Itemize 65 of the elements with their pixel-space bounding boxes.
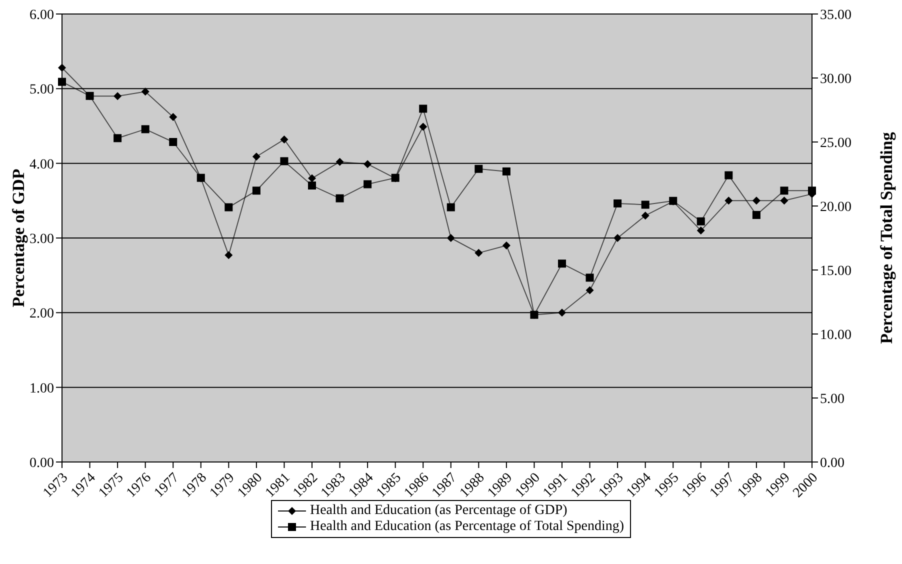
point: [364, 180, 372, 188]
point: [280, 157, 288, 166]
point: [224, 203, 233, 212]
y-axis-title: Percentage of GDP: [9, 168, 28, 308]
point: [58, 78, 66, 86]
point: [336, 158, 344, 166]
point: [58, 64, 66, 72]
point: [502, 241, 510, 250]
point: [252, 186, 260, 195]
point: [280, 135, 288, 144]
legend-label: Health and Education (as Percentage of GDP): [310, 503, 568, 519]
y2-tick-label: 0.00: [820, 456, 844, 471]
point: [446, 203, 455, 212]
y2-tick-label: 25.00: [820, 136, 852, 151]
point: [419, 104, 428, 113]
point: [558, 260, 566, 268]
point: [696, 226, 705, 235]
y2-tick-label: 20.00: [820, 200, 852, 215]
point: [114, 134, 122, 142]
y-tick-label: 5.00: [30, 82, 54, 98]
point: [614, 199, 622, 208]
point: [780, 186, 788, 195]
point: [641, 212, 650, 220]
point: [724, 171, 733, 180]
y2-tick-label: 10.00: [820, 328, 852, 343]
y2-tick-label: 30.00: [820, 72, 852, 87]
point: [724, 196, 733, 205]
point: [586, 274, 594, 282]
point: [474, 164, 483, 173]
point: [141, 125, 150, 134]
y2-tick-label: 5.00: [820, 392, 844, 407]
point: [308, 174, 316, 182]
point: [114, 92, 122, 100]
point: [141, 88, 150, 96]
point: [696, 217, 705, 226]
y-tick-label: 6.00: [30, 8, 54, 23]
point: [614, 234, 622, 242]
y-tick-label: 4.00: [30, 157, 54, 172]
point: [169, 113, 178, 122]
point: [586, 286, 594, 294]
point: [474, 248, 483, 257]
y2-tick-label: 35.00: [820, 8, 852, 23]
x-tick-label: 1991: [540, 470, 572, 501]
point: [502, 167, 510, 176]
point: [224, 251, 233, 260]
point: [364, 160, 372, 168]
point: [169, 138, 178, 146]
y2-tick-label: 15.00: [820, 264, 852, 279]
point: [780, 196, 788, 205]
point: [641, 200, 650, 209]
point: [752, 196, 760, 205]
point: [558, 308, 566, 317]
point: [446, 234, 455, 242]
point: [252, 152, 260, 161]
legend-label: Health and Education (as Percentage of Total Spending): [310, 519, 624, 535]
y-tick-label: 3.00: [30, 232, 54, 247]
y2-axis-title: Percentage of Total Spending: [877, 132, 896, 344]
y-tick-label: 0.00: [30, 456, 54, 471]
point: [336, 194, 344, 202]
x-tick-label: 1981: [262, 470, 294, 501]
point: [419, 122, 428, 131]
y-tick-label: 2.00: [30, 306, 54, 322]
point: [752, 210, 760, 219]
point: [308, 182, 316, 190]
y-tick-label: 1.00: [30, 381, 54, 396]
